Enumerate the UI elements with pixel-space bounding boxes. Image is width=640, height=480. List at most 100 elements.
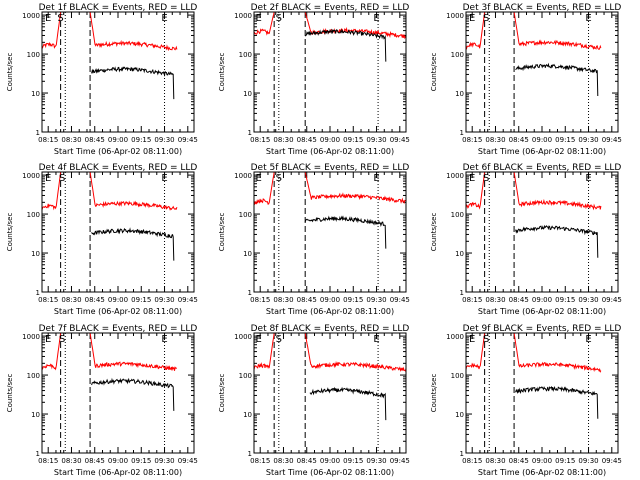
x-tick-label: 09:30 — [154, 296, 174, 304]
x-tick-label: 09:00 — [320, 296, 340, 304]
event-marker-label: S — [483, 13, 489, 24]
x-tick-label: 09:15 — [343, 296, 363, 304]
x-tick-label: 09:15 — [343, 136, 363, 144]
event-marker-label: S — [483, 173, 489, 184]
x-tick-label: 08:30 — [485, 296, 505, 304]
panel-5: Det 5f BLACK = Events, RED = LLD Counts/s… — [218, 163, 410, 316]
y-axis-label: Counts/sec — [430, 213, 438, 252]
x-tick-label: 08:30 — [61, 136, 81, 144]
y-tick-label: 1 — [36, 289, 40, 297]
panel-7: Det 7f BLACK = Events, RED = LLD Counts/s… — [6, 324, 198, 477]
y-tick-label: 100 — [27, 211, 40, 219]
x-tick-label: 09:30 — [366, 457, 386, 465]
event-marker-label: E — [161, 13, 167, 24]
x-tick-label: 08:30 — [273, 296, 293, 304]
y-tick-label: 100 — [27, 51, 40, 59]
y-tick-label: 1000 — [22, 333, 40, 341]
event-marker-label: E — [161, 173, 167, 184]
lld-series-line — [254, 172, 275, 205]
event-marker-label: E — [469, 173, 475, 184]
y-axis-label: Counts/sec — [430, 53, 438, 92]
y-tick-label: 1000 — [446, 12, 464, 20]
x-tick-label: 09:45 — [602, 296, 622, 304]
event-marker-label: E — [255, 173, 261, 184]
events-series-line — [91, 66, 175, 100]
event-marker-label: E — [161, 334, 167, 345]
x-axis-label: Start Time (06-Apr-02 08:11:00) — [266, 468, 394, 477]
plot-frame — [41, 11, 195, 133]
x-tick-label: 09:00 — [108, 457, 128, 465]
event-marker-label: S — [483, 334, 489, 345]
y-tick-label: 1000 — [234, 12, 252, 20]
x-tick-label: 09:00 — [320, 457, 340, 465]
y-tick-label: 100 — [451, 51, 464, 59]
y-tick-label: 100 — [451, 372, 464, 380]
plot-frame — [465, 332, 619, 454]
event-marker-label: S — [276, 334, 282, 345]
x-tick-label: 09:30 — [366, 136, 386, 144]
x-tick-label: 09:30 — [578, 136, 598, 144]
x-tick-label: 08:45 — [297, 136, 317, 144]
y-axis-label: Counts/sec — [218, 53, 226, 92]
x-tick-label: 09:00 — [532, 136, 552, 144]
event-marker-label: S — [276, 173, 282, 184]
events-series-line — [304, 28, 387, 62]
y-tick-label: 10 — [31, 411, 40, 419]
panel-title: Det 4f BLACK = Events, RED = LLD — [39, 163, 198, 173]
y-tick-label: 1 — [248, 450, 252, 458]
lld-series-line — [304, 172, 406, 205]
y-tick-label: 100 — [451, 211, 464, 219]
x-tick-label: 08:15 — [38, 296, 58, 304]
panel-data — [254, 333, 406, 421]
y-tick-label: 1 — [36, 450, 40, 458]
event-marker-label: S — [59, 173, 65, 184]
events-series-line — [304, 215, 387, 249]
x-tick-label: 09:15 — [555, 296, 575, 304]
y-tick-label: 10 — [31, 250, 40, 258]
y-tick-label: 100 — [239, 51, 252, 59]
y-axis-label: Counts/sec — [218, 213, 226, 252]
x-tick-label: 09:00 — [532, 296, 552, 304]
x-axis-label: Start Time (06-Apr-02 08:11:00) — [54, 307, 182, 316]
lld-series-line — [304, 333, 406, 372]
x-tick-label: 09:30 — [578, 457, 598, 465]
x-tick-label: 09:15 — [131, 136, 151, 144]
plot-frame — [253, 332, 407, 454]
x-tick-label: 08:30 — [61, 296, 81, 304]
x-tick-label: 08:30 — [61, 457, 81, 465]
panel-title: Det 1f BLACK = Events, RED = LLD — [39, 3, 198, 13]
panel-3: Det 3f BLACK = Events, RED = LLD Counts/s… — [430, 3, 622, 156]
x-tick-label: 08:15 — [38, 457, 58, 465]
y-tick-label: 1000 — [446, 333, 464, 341]
y-axis-label: Counts/sec — [6, 53, 14, 92]
panel-title: Det 7f BLACK = Events, RED = LLD — [39, 324, 198, 334]
lld-series-line — [42, 172, 62, 211]
x-tick-label: 08:45 — [509, 136, 529, 144]
event-marker-label: E — [585, 334, 591, 345]
x-tick-label: 09:15 — [555, 457, 575, 465]
plot-frame — [465, 171, 619, 293]
event-marker-label: S — [57, 13, 63, 24]
x-axis-label: Start Time (06-Apr-02 08:11:00) — [478, 468, 606, 477]
y-tick-label: 10 — [455, 411, 464, 419]
x-axis-label: Start Time (06-Apr-02 08:11:00) — [266, 307, 394, 316]
y-axis-label: Counts/sec — [6, 374, 14, 413]
x-tick-label: 08:30 — [273, 457, 293, 465]
panel-title: Det 9f BLACK = Events, RED = LLD — [463, 324, 622, 334]
panel-data — [466, 12, 602, 97]
y-axis-label: Counts/sec — [430, 374, 438, 413]
event-marker-label: E — [469, 334, 475, 345]
lld-series-line — [254, 333, 275, 370]
panel-data — [254, 172, 406, 249]
x-tick-label: 09:45 — [390, 296, 410, 304]
event-marker-label: E — [585, 173, 591, 184]
x-tick-label: 09:45 — [178, 136, 198, 144]
y-tick-label: 1000 — [234, 333, 252, 341]
x-tick-label: 09:15 — [343, 457, 363, 465]
x-tick-label: 09:00 — [532, 457, 552, 465]
y-axis-label: Counts/sec — [218, 374, 226, 413]
x-tick-label: 09:30 — [366, 296, 386, 304]
events-series-line — [309, 386, 387, 421]
plot-frame — [253, 171, 407, 293]
